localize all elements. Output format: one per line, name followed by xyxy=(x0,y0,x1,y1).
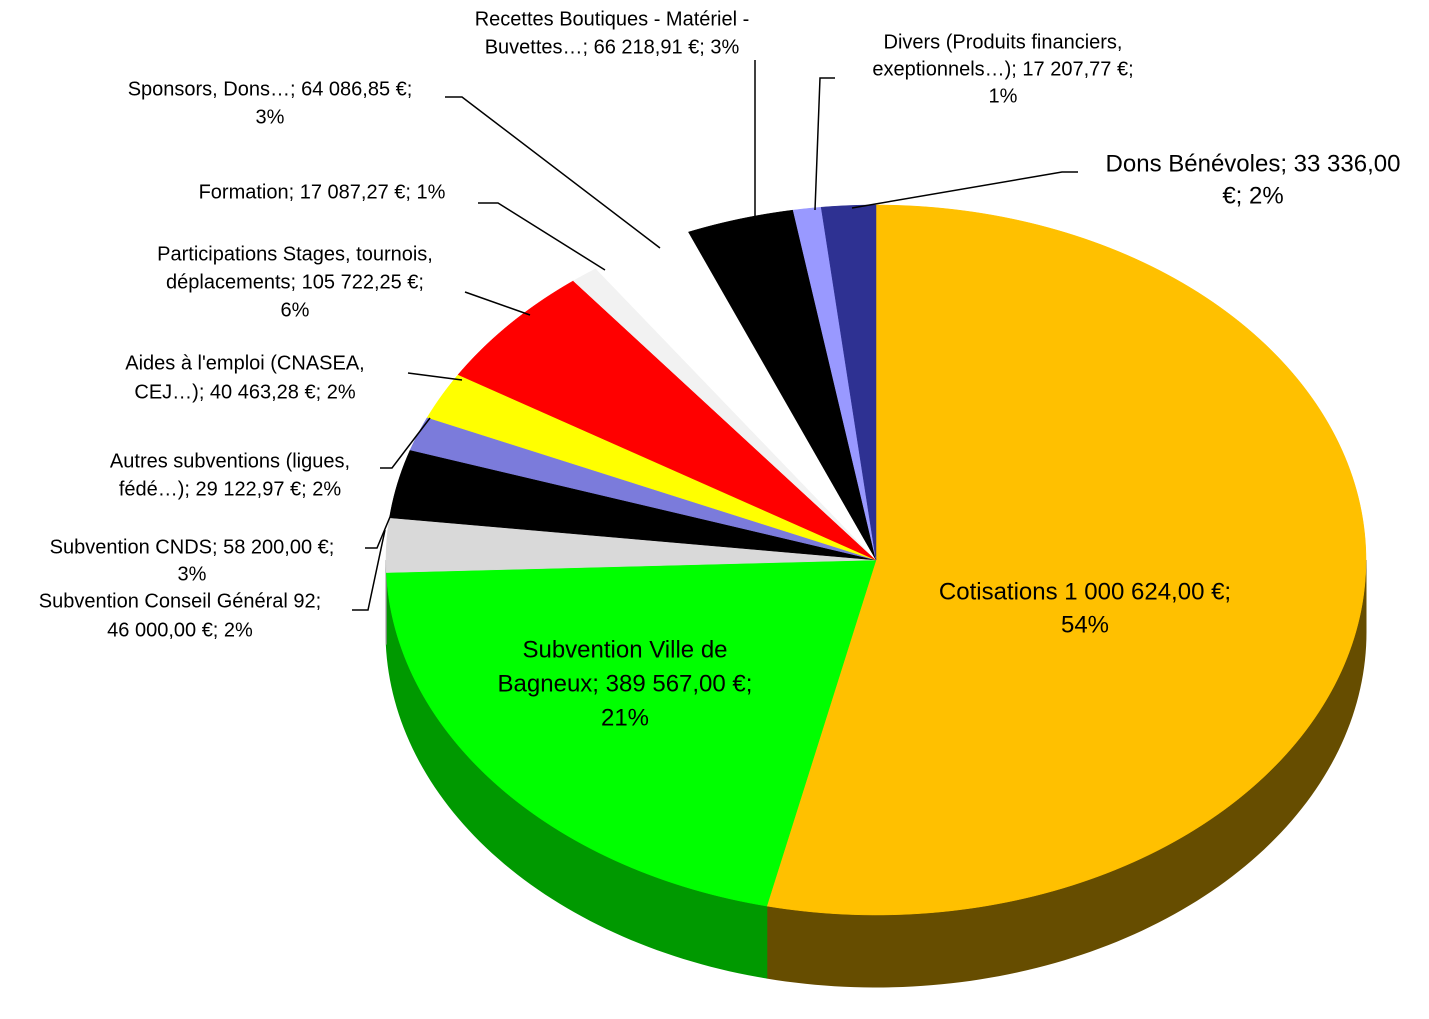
data-label: 1% xyxy=(989,85,1018,107)
data-label: Autres subventions (ligues, xyxy=(110,450,350,472)
leader-line xyxy=(814,77,835,211)
data-label: Subvention CNDS; 58 200,00 €; xyxy=(50,536,335,558)
data-label: Recettes Boutiques - Matériel - xyxy=(475,8,750,30)
slice xyxy=(389,449,877,561)
data-label: Dons Bénévoles; 33 336,00 xyxy=(1106,150,1401,177)
data-label: €; 2% xyxy=(1222,182,1283,209)
data-label: Subvention Conseil Général 92; xyxy=(39,590,321,612)
data-label: Bagneux; 389 567,00 €; xyxy=(498,670,753,697)
slice xyxy=(426,374,877,561)
data-label: Aides à l'emploi (CNASEA, xyxy=(125,352,364,374)
data-label: fédé…); 29 122,97 €; 2% xyxy=(119,478,342,500)
slice xyxy=(386,559,877,907)
slice xyxy=(385,517,877,573)
data-label: Subvention Ville de xyxy=(522,636,727,663)
slice xyxy=(688,209,877,561)
leader-line xyxy=(407,372,463,381)
data-label: Buvettes…; 66 218,91 €; 3% xyxy=(485,36,740,58)
slice xyxy=(457,280,877,561)
data-label: 54% xyxy=(1061,611,1109,638)
data-label: 46 000,00 €; 2% xyxy=(107,619,253,641)
data-label: Cotisations 1 000 624,00 €; xyxy=(939,578,1231,605)
data-label: 21% xyxy=(601,704,649,731)
data-label: 6% xyxy=(281,299,310,321)
slice xyxy=(595,231,877,561)
data-label: CEJ…); 40 463,28 €; 2% xyxy=(134,381,355,403)
data-label: exeptionnels…); 17 207,77 €; xyxy=(872,58,1133,80)
leader-line xyxy=(478,202,606,271)
data-label: Divers (Produits financiers, xyxy=(884,31,1123,53)
data-label: 3% xyxy=(256,106,285,128)
data-label: 3% xyxy=(178,563,207,585)
leader-line xyxy=(851,171,1078,209)
data-label: Participations Stages, tournois, xyxy=(157,243,433,265)
leader-line xyxy=(445,96,661,249)
data-label: Formation; 17 087,27 €; 1% xyxy=(199,181,446,203)
leader-line xyxy=(365,504,396,549)
data-label: Sponsors, Dons…; 64 086,85 €; xyxy=(128,78,413,100)
slice xyxy=(766,204,1367,916)
leader-line xyxy=(352,529,386,611)
leader-line xyxy=(380,417,431,469)
leader-line xyxy=(464,291,531,316)
data-label: déplacements; 105 722,25 €; xyxy=(166,271,424,293)
